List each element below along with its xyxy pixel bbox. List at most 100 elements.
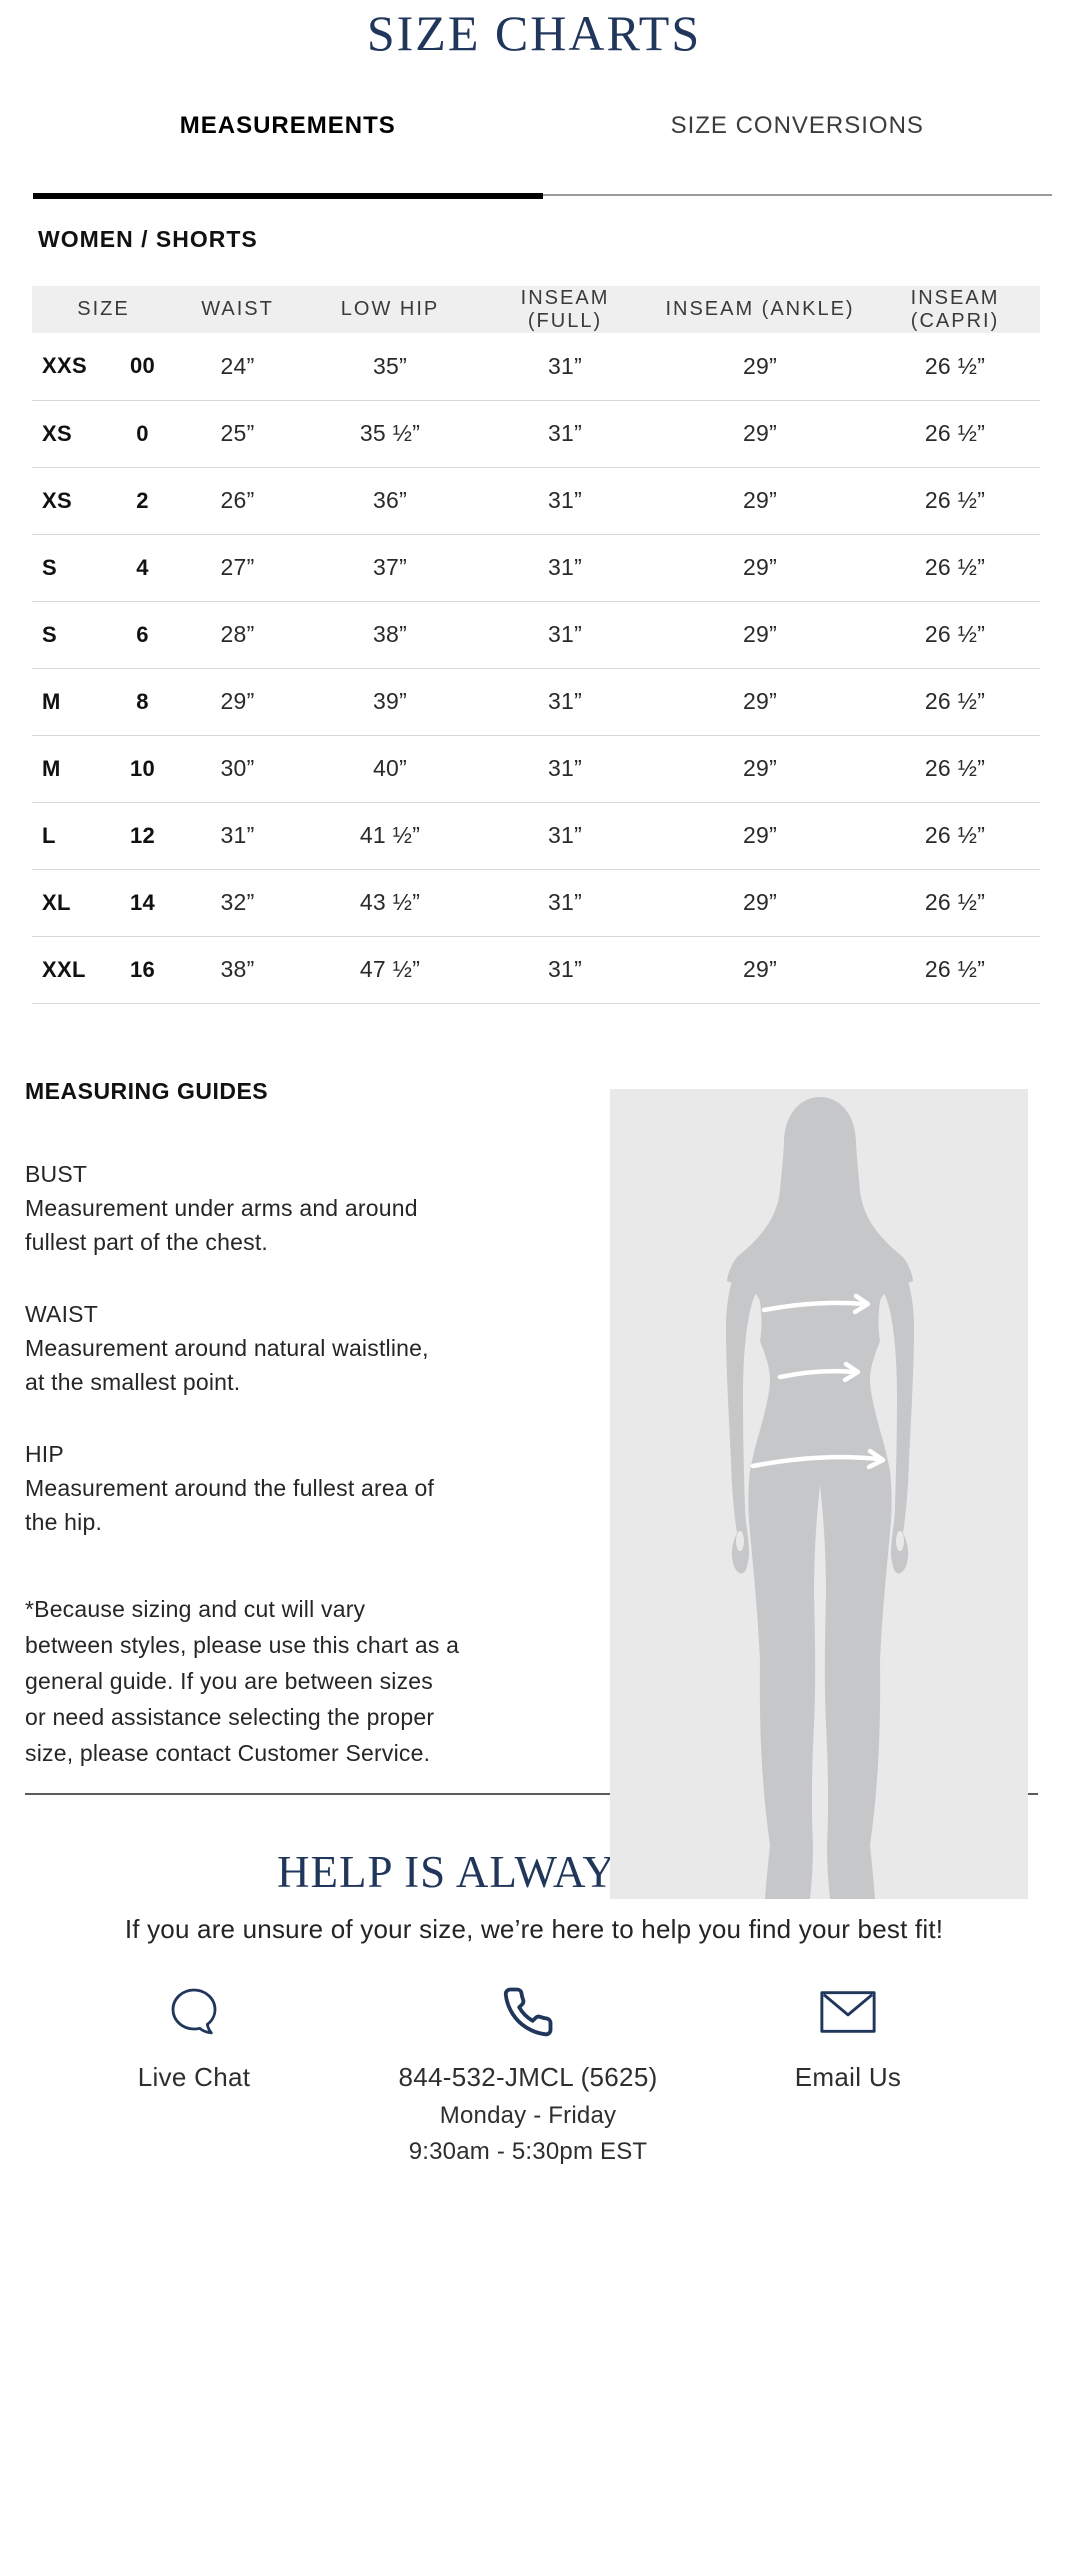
cell: 31” [547, 352, 583, 379]
cell: 26 ½” [924, 755, 986, 781]
cell: 47 ½” [359, 956, 421, 982]
phone-schedule-days: Monday - Friday [439, 2102, 617, 2129]
live-chat-label: Live Chat [137, 2062, 251, 2092]
disclaimer-text: *Because sizing and cut will vary between… [25, 1591, 600, 1771]
cell: S [42, 621, 57, 647]
column-header: SIZE [32, 286, 176, 333]
email-us-label: Email Us [794, 2062, 902, 2092]
cell: 8 [136, 688, 149, 714]
guide-text-line: fullest part of the chest. [25, 1229, 268, 1255]
table-row: XXL 16 38” 47 ½” 31” 29” 26 ½” [32, 936, 1041, 1003]
cell: 29” [742, 487, 778, 513]
cell: 14 [129, 889, 156, 915]
cell: 16 [129, 956, 156, 982]
table-row: M 10 30” 40” 31” 29” 26 ½” [32, 735, 1041, 802]
cell: L [42, 822, 56, 848]
cell: 31” [547, 956, 583, 982]
contact-live-chat[interactable]: Live Chat [0, 1984, 388, 2170]
cell: 31” [220, 822, 255, 848]
phone-schedule-hours: 9:30am - 5:30pm EST [408, 2138, 648, 2165]
cell: 31” [547, 822, 583, 848]
table-row: L 12 31” 41 ½” 31” 29” 26 ½” [32, 802, 1041, 869]
cell: S [42, 554, 57, 580]
disclaimer-line: between styles, please use this chart as… [25, 1632, 460, 1658]
cell: 4 [136, 554, 149, 580]
guide-label: HIP [25, 1441, 64, 1467]
contact-row: Live Chat 844-532-JMCL (5625) Monday - F… [0, 1984, 1028, 2170]
cell: 00 [129, 353, 156, 379]
contact-email[interactable]: Email Us [668, 1984, 1028, 2170]
measuring-guides-section: MEASURING GUIDES BUST Measurement under a… [25, 1078, 600, 1771]
cell: 29” [742, 554, 778, 580]
cell: 29” [742, 688, 778, 714]
column-header: LOW HIP [300, 286, 481, 333]
table-row: XS 0 25” 35 ½” 31” 29” 26 ½” [32, 400, 1041, 467]
phone-number-label: 844-532-JMCL (5625) [398, 2062, 658, 2092]
cell: 26 ½” [924, 487, 986, 513]
cell: M [42, 688, 61, 714]
table-row: XS 2 26” 36” 31” 29” 26 ½” [32, 467, 1041, 534]
cell: 37” [372, 554, 408, 580]
contact-phone[interactable]: 844-532-JMCL (5625) Monday - Friday 9:30… [388, 1984, 668, 2170]
table-header-row: SIZE WAIST LOW HIP INSEAM (FULL) INSEAM (ANK… [32, 286, 1041, 333]
cell: 31” [547, 889, 583, 915]
cell: 29” [742, 352, 778, 379]
cell: 29” [742, 621, 778, 647]
page-title: SIZE CHARTS [366, 5, 702, 61]
cell: 26 ½” [924, 352, 986, 379]
cell: XXS [42, 353, 87, 379]
guide-text-line: Measurement around natural waistline, [25, 1335, 429, 1361]
cell: 40” [372, 755, 408, 781]
guide-items: BUST Measurement under arms and around ful… [25, 1157, 600, 1539]
cell: 27” [220, 554, 255, 580]
tab-size-conversions[interactable]: SIZE CONVERSIONS [670, 112, 924, 139]
disclaimer-line: general guide. If you are between sizes [25, 1668, 433, 1694]
phone-schedule: Monday - Friday 9:30am - 5:30pm EST [409, 2098, 648, 2170]
cell: XS [42, 487, 72, 513]
guide-item: BUST Measurement under arms and around ful… [25, 1157, 600, 1259]
section-heading: WOMEN / SHORTS [38, 226, 258, 252]
guide-label: WAIST [25, 1301, 98, 1327]
cell: 26 ½” [924, 889, 986, 915]
table-body: XXS 00 24” 35” 31” 29” 26 ½” XS 0 25” 35 ½” 31” 29” 2… [32, 333, 1041, 1003]
cell: 31” [547, 755, 583, 781]
cell: 31” [547, 420, 583, 446]
column-header: INSEAM (ANKLE) [650, 286, 871, 333]
cell: 31” [547, 688, 583, 714]
envelope-icon [818, 1984, 878, 2040]
guide-label: BUST [25, 1161, 88, 1187]
guide-text-line: Measurement around the fullest area of [25, 1475, 435, 1501]
disclaimer-line: or need assistance selecting the proper [25, 1704, 435, 1730]
disclaimer-line: *Because sizing and cut will vary [25, 1596, 366, 1622]
cell: 32” [220, 889, 255, 915]
cell: XS [42, 420, 72, 446]
cell: 31” [547, 554, 583, 580]
cell: 43 ½” [359, 889, 421, 915]
cell: 29” [742, 956, 778, 982]
guide-text-line: the hip. [25, 1509, 103, 1535]
cell: 26 ½” [924, 420, 986, 446]
tab-measurements[interactable]: MEASUREMENTS [33, 98, 543, 199]
body-measurement-figure [610, 1089, 1028, 1899]
guide-text-line: Measurement under arms and around [25, 1195, 418, 1221]
cell: 39” [372, 688, 408, 714]
table-row: XL 14 32” 43 ½” 31” 29” 26 ½” [32, 869, 1041, 936]
cell: 31” [547, 621, 583, 647]
help-heading: HELP IS ALWAY [277, 1847, 616, 1897]
chat-bubble-icon [167, 1984, 221, 2040]
guide-text-line: at the smallest point. [25, 1369, 241, 1395]
cell: 29” [742, 755, 778, 781]
cell: 10 [129, 755, 156, 781]
cell: 41 ½” [359, 822, 421, 848]
cell: 31” [547, 487, 583, 513]
cell: 29” [742, 889, 778, 915]
measurements-table: SIZE WAIST LOW HIP INSEAM (FULL) INSEAM (ANK… [32, 286, 1041, 1004]
tab-bar: MEASUREMENTS SIZE CONVERSIONS [33, 98, 1052, 199]
cell: 26 ½” [924, 688, 986, 714]
cell: 29” [742, 822, 778, 848]
column-header: INSEAM (CAPRI) [870, 286, 1041, 333]
cell: XL [42, 889, 71, 915]
cell: 2 [136, 487, 149, 513]
cell: 26 ½” [924, 621, 986, 647]
table-row: M 8 29” 39” 31” 29” 26 ½” [32, 668, 1041, 735]
